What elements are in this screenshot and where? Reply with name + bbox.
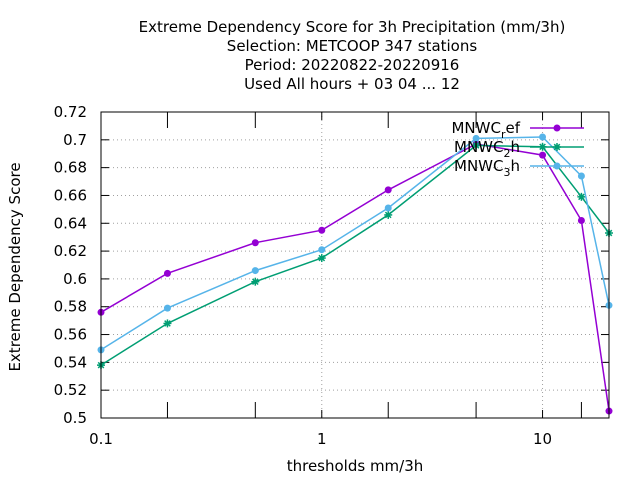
data-point <box>384 210 393 219</box>
y-tick-label: 0.52 <box>54 381 87 399</box>
legend-label: MNWCref <box>451 119 520 141</box>
data-point <box>163 304 171 312</box>
y-tick-label: 0.72 <box>54 103 87 121</box>
y-tick-label: 0.6 <box>63 270 87 288</box>
data-point <box>318 246 326 254</box>
title-line-3: Period: 20220822-20220916 <box>245 56 460 74</box>
y-tick-label: 0.7 <box>63 131 87 149</box>
y-tick-label: 0.5 <box>63 409 87 427</box>
data-point <box>577 192 586 201</box>
y-axis-label: Extreme Dependency Score <box>6 162 24 371</box>
series-mnwc-ref <box>97 140 613 415</box>
title-line-1: Extreme Dependency Score for 3h Precipit… <box>139 18 566 36</box>
data-point <box>577 216 585 224</box>
title-line-4: Used All hours + 03 04 ... 12 <box>244 75 460 93</box>
data-point <box>163 269 171 277</box>
y-tick-label: 0.62 <box>54 242 87 260</box>
data-point <box>318 226 326 234</box>
data-point <box>251 267 259 275</box>
data-point <box>384 186 392 194</box>
x-tick-label: 0.1 <box>89 430 113 448</box>
series-line <box>100 136 610 351</box>
series-mnwc-3h <box>97 133 613 354</box>
legend-label: MNWC2h <box>454 138 520 160</box>
series-line <box>100 143 610 412</box>
data-point <box>384 204 392 212</box>
data-point <box>317 254 326 263</box>
chart-title: Extreme Dependency Score for 3h Precipit… <box>139 18 566 93</box>
axis-ticks <box>100 111 609 419</box>
y-tick-label: 0.54 <box>54 353 87 371</box>
grid-lines <box>101 112 609 418</box>
data-point <box>539 151 547 159</box>
data-point <box>163 319 172 328</box>
series-line <box>100 144 610 366</box>
tick-labels: 0.5 0.52 0.54 0.56 0.58 0.6 0.62 0.64 0.66 0.68 0.… <box>54 103 552 448</box>
legend-marker <box>553 162 561 170</box>
plot-frame <box>100 111 610 419</box>
x-axis-label: thresholds mm/3h <box>287 457 424 475</box>
y-tick-label: 0.64 <box>54 214 87 232</box>
legend-item: MNWC2h <box>454 138 584 160</box>
data-point <box>472 141 481 150</box>
series-layer <box>97 133 613 415</box>
data-point <box>251 277 260 286</box>
legend-label: MNWC3h <box>454 157 520 179</box>
y-tick-label: 0.56 <box>54 326 87 344</box>
data-point <box>251 239 259 247</box>
series-mnwc-2h <box>97 141 613 370</box>
legend-marker <box>553 124 561 132</box>
y-tick-label: 0.68 <box>54 159 87 177</box>
legend-marker <box>553 143 561 151</box>
x-tick-label: 1 <box>317 430 327 448</box>
data-point <box>539 133 547 141</box>
data-point <box>472 134 480 142</box>
title-line-2: Selection: METCOOP 347 stations <box>227 37 478 55</box>
legend-item: MNWCref <box>451 119 584 141</box>
data-point <box>577 172 585 180</box>
y-tick-label: 0.58 <box>54 298 87 316</box>
x-tick-label: 10 <box>533 430 552 448</box>
legend-item: MNWC3h <box>454 157 584 179</box>
y-tick-label: 0.66 <box>54 186 87 204</box>
